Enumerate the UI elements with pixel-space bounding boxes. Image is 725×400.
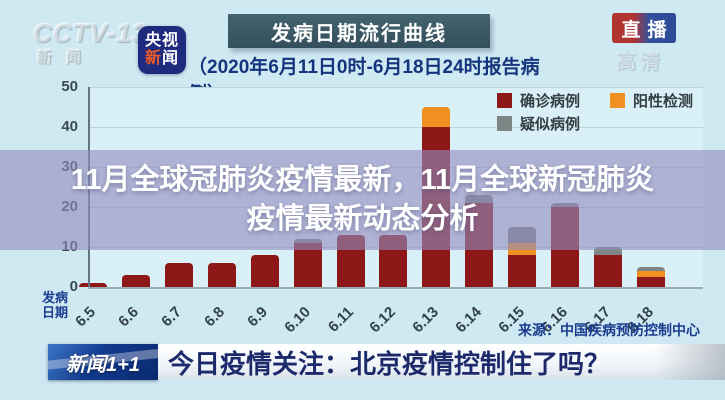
bar-segment-6.18 xyxy=(636,277,665,287)
y-tick-label: 50 xyxy=(61,78,78,95)
overlay-headline-line1: 11月全球冠肺炎疫情最新，11月全球新冠肺炎 xyxy=(70,164,655,196)
cctv-channel-watermark: CCTV-13 新闻 xyxy=(33,20,147,65)
gridline xyxy=(88,87,703,88)
bar-segment-6.8 xyxy=(207,263,236,287)
legend-item: 疑似病例 xyxy=(497,113,580,134)
bar-segment-6.6 xyxy=(121,275,150,287)
news-ticker-strip: 今日疫情关注：北京疫情控制住了吗？ xyxy=(158,344,725,380)
bar-segment-6.5 xyxy=(79,283,107,287)
app-logo-line1: 央视 xyxy=(144,32,179,50)
cctv-news-app-logo: 央视 新闻 xyxy=(138,26,186,74)
legend-swatch xyxy=(497,93,512,108)
bar-segment-6.10 xyxy=(293,243,322,287)
data-source-credit: 来源：中国疾病预防控制中心 xyxy=(518,322,700,338)
gridline xyxy=(88,127,703,128)
bar-segment-6.9 xyxy=(250,255,279,287)
bar-segment-6.7 xyxy=(164,263,193,287)
legend-label: 疑似病例 xyxy=(520,116,581,133)
bar-segment-6.15 xyxy=(508,255,537,287)
legend-item: 阳性检测 xyxy=(610,90,693,111)
bar-segment-6.18 xyxy=(636,271,665,277)
bar-segment-6.18 xyxy=(636,267,665,271)
y-tick-label: 40 xyxy=(61,118,78,135)
ticker-headline: 今日疫情关注：北京疫情控制住了吗？ xyxy=(168,348,611,379)
live-badge: 直播 xyxy=(612,13,676,43)
legend-label: 阳性检测 xyxy=(633,93,694,110)
hd-watermark: 高清 xyxy=(616,51,664,73)
legend-swatch xyxy=(610,93,625,108)
legend-swatch xyxy=(497,116,512,131)
y-tick-label: 0 xyxy=(69,278,78,295)
program-logo-xinwen1plus1: 新闻1+1 xyxy=(48,344,158,380)
cctv-channel-name: 新闻 xyxy=(37,49,96,66)
app-logo-line2: 新闻 xyxy=(144,50,180,67)
legend-item: 确诊病例 xyxy=(497,90,580,111)
bar-segment-6.17 xyxy=(594,255,623,287)
headline-overlay: 11月全球冠肺炎疫情最新，11月全球新冠肺炎 疫情最新动态分析 xyxy=(0,150,725,250)
program-logo-text: 新闻1+1 xyxy=(66,353,140,376)
chart-title-bar: 发病日期流行曲线 xyxy=(228,14,490,48)
bar-segment-6.13 xyxy=(422,107,451,127)
x-axis-title: 发病 日期 xyxy=(42,290,69,320)
x-axis-line xyxy=(88,287,703,289)
legend-label: 确诊病例 xyxy=(520,93,581,110)
bar-segment-6.17 xyxy=(594,247,623,255)
cctv-logo-text: CCTV-13 xyxy=(33,18,148,48)
overlay-headline-line2: 疫情最新动态分析 xyxy=(246,203,479,235)
